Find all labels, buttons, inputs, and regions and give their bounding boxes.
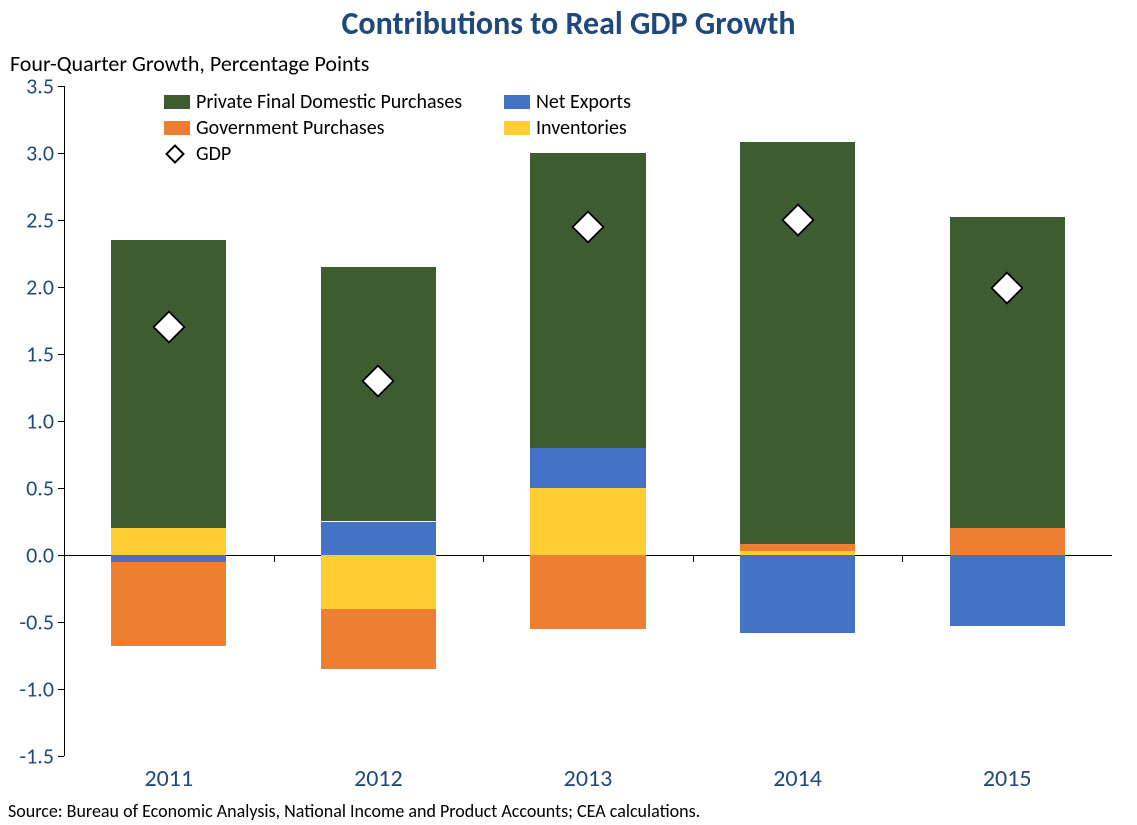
x-tick-label: 2013 (564, 764, 613, 793)
plot-area: 3.53.02.52.01.51.00.50.0-0.5-1.0-1.52011… (64, 86, 1112, 756)
x-tick-label: 2015 (983, 764, 1032, 793)
legend-item: Private Final Domestic Purchases (164, 90, 462, 114)
x-tick-mark (902, 555, 903, 562)
chart-title: Contributions to Real GDP Growth (0, 4, 1137, 43)
y-axis-line (64, 86, 65, 756)
legend-item: Net Exports (504, 90, 631, 114)
legend-label: Net Exports (536, 90, 631, 114)
legend-label: GDP (196, 142, 231, 166)
bar-pfdp (950, 217, 1065, 528)
bar-gov (321, 609, 436, 669)
y-tick-label: 0.0 (26, 542, 54, 569)
bar-pfdp (530, 153, 645, 448)
legend-label: Inventories (536, 116, 627, 140)
bar-gov (950, 528, 1065, 555)
x-tick-label: 2014 (773, 764, 822, 793)
bar-inv (111, 528, 226, 555)
y-tick-label: -1.0 (19, 676, 54, 703)
x-tick-mark (483, 555, 484, 562)
x-tick-mark (274, 555, 275, 562)
y-tick-label: 2.0 (26, 274, 54, 301)
bar-inv (321, 555, 436, 609)
legend-swatch (164, 121, 190, 135)
bar-inv (530, 488, 645, 555)
y-tick-label: -1.5 (19, 743, 54, 770)
y-tick-mark (58, 756, 64, 757)
y-tick-label: 0.5 (26, 475, 54, 502)
y-tick-label: 2.5 (26, 207, 54, 234)
source-note: Source: Bureau of Economic Analysis, Nat… (8, 800, 700, 822)
bar-pfdp (111, 240, 226, 528)
legend-label: Government Purchases (196, 116, 384, 140)
y-tick-label: 3.0 (26, 140, 54, 167)
legend-item: Government Purchases (164, 116, 384, 140)
x-tick-label: 2012 (354, 764, 403, 793)
bar-gov (111, 562, 226, 646)
bar-gov (530, 555, 645, 629)
chart-subtitle: Four-Quarter Growth, Percentage Points (10, 50, 369, 77)
bar-netex (740, 555, 855, 633)
legend-label: Private Final Domestic Purchases (196, 90, 462, 114)
bar-netex (321, 522, 436, 556)
y-tick-label: 1.0 (26, 408, 54, 435)
legend: Private Final Domestic Purchases Net Expo… (64, 86, 1112, 166)
y-tick-label: -0.5 (19, 609, 54, 636)
legend-swatch (164, 95, 190, 109)
legend-item: Inventories (504, 116, 627, 140)
y-tick-label: 3.5 (26, 73, 54, 100)
x-tick-label: 2011 (144, 764, 193, 793)
diamond-icon (165, 144, 185, 164)
legend-swatch (504, 121, 530, 135)
legend-item: GDP (164, 142, 231, 166)
x-tick-mark (693, 555, 694, 562)
bar-netex (111, 555, 226, 562)
legend-swatch (504, 95, 530, 109)
bar-netex (530, 448, 645, 488)
bar-netex (950, 555, 1065, 626)
bar-gov (740, 544, 855, 551)
gdp-contrib-chart: Contributions to Real GDP Growth Four-Qu… (0, 0, 1137, 825)
y-tick-label: 1.5 (26, 341, 54, 368)
